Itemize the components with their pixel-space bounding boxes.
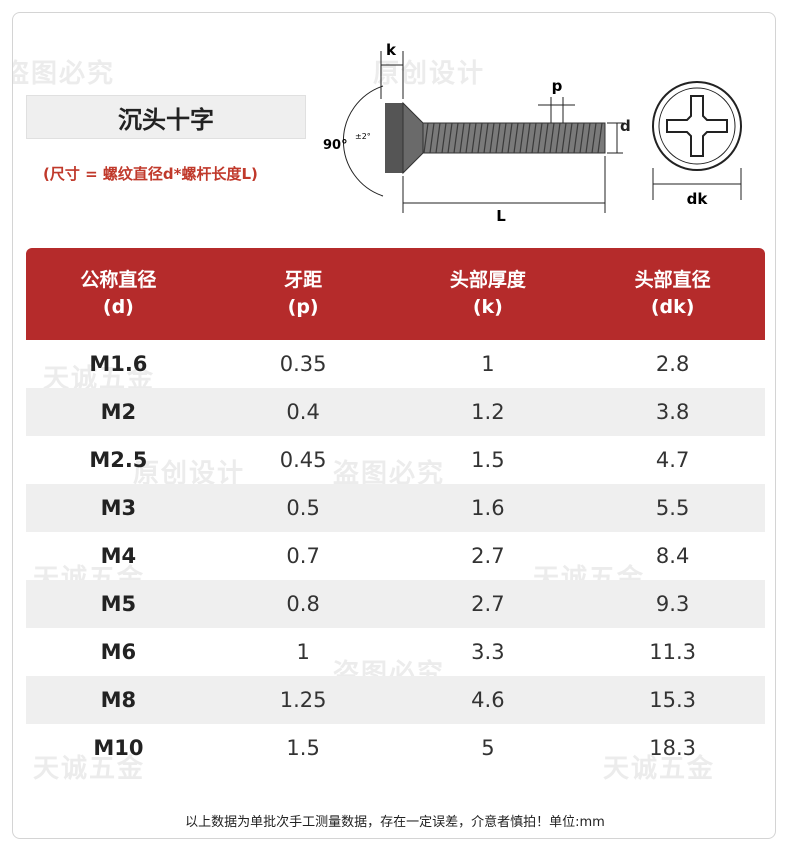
label-L: L (496, 207, 506, 225)
cell-pitch: 1.5 (286, 736, 320, 760)
cell-pitch: 0.45 (279, 448, 327, 472)
cell-head-thickness: 3.3 (471, 640, 505, 664)
cell-head-thickness: 1.6 (471, 496, 505, 520)
table-row: M10 1.5 5 18.3 (26, 724, 765, 772)
label-dk: dk (687, 190, 709, 208)
table-row: M6 1 3.3 11.3 (26, 628, 765, 676)
cell-head-diameter: 2.8 (655, 352, 690, 376)
cell-size: M5 (100, 592, 137, 616)
spec-card: 盗图必究 原创设计 原创设计 盗图必究 天诚五金 天诚五金 天诚五金 盗图必究 … (12, 12, 776, 839)
header-nominal-diameter: 公称直径 (d) (80, 269, 157, 318)
table-row: M1.6 0.35 1 2.8 (26, 340, 765, 388)
cell-size: M8 (100, 688, 137, 712)
cell-pitch: 1 (296, 640, 310, 664)
cell-head-diameter: 8.4 (655, 544, 690, 568)
watermark: 盗图必究 (12, 59, 116, 89)
cell-head-diameter: 15.3 (649, 688, 696, 712)
spec-table-body: M1.6 0.35 1 2.8 M2 0.4 1.2 3.8 M2.5 0.45… (26, 340, 765, 772)
angle-label: 90° (323, 138, 348, 153)
table-row: M2 0.4 1.2 3.8 (26, 388, 765, 436)
cell-pitch: 1.25 (279, 688, 327, 712)
table-row: M5 0.8 2.7 9.3 (26, 580, 765, 628)
cell-head-thickness: 5 (481, 736, 495, 760)
angle-tolerance: ±2° (355, 132, 371, 141)
cell-size: M4 (100, 544, 137, 568)
label-d: d (620, 117, 631, 135)
cell-head-thickness: 4.6 (471, 688, 505, 712)
spec-table-header: 公称直径 (d) 牙距 (p) 头部厚度 (k) 头部直径 (dk) (26, 248, 765, 340)
screw-side-diagram: k 90° ±2° p (323, 41, 623, 225)
header-head-thickness: 头部厚度 (k) (449, 269, 526, 318)
table-row: M2.5 0.45 1.5 4.7 (26, 436, 765, 484)
cell-head-diameter: 4.7 (655, 448, 690, 472)
cell-size: M1.6 (89, 352, 148, 376)
table-row: M4 0.7 2.7 8.4 (26, 532, 765, 580)
cell-head-thickness: 1.5 (471, 448, 505, 472)
cell-pitch: 0.8 (286, 592, 320, 616)
cell-head-diameter: 11.3 (649, 640, 696, 664)
cell-head-diameter: 9.3 (655, 592, 690, 616)
cell-size: M6 (100, 640, 137, 664)
cell-pitch: 0.7 (286, 544, 320, 568)
cell-head-thickness: 1 (481, 352, 495, 376)
size-note: (尺寸 = 螺纹直径d*螺杆长度L) (43, 165, 258, 183)
cell-size: M3 (100, 496, 137, 520)
cell-head-diameter: 3.8 (655, 400, 690, 424)
header-thread-pitch: 牙距 (p) (284, 269, 323, 318)
cell-size: M2 (100, 400, 137, 424)
cell-pitch: 0.4 (286, 400, 320, 424)
cell-head-thickness: 2.7 (471, 592, 505, 616)
product-title: 沉头十字 (26, 95, 306, 139)
cell-pitch: 0.35 (279, 352, 327, 376)
cell-size: M2.5 (89, 448, 148, 472)
cell-head-diameter: 5.5 (655, 496, 690, 520)
measurement-disclaimer: 以上数据为单批次手工测量数据，存在一定误差，介意者慎拍！单位:mm (185, 815, 605, 830)
screw-head-diagram: dk (652, 81, 742, 208)
cell-head-diameter: 18.3 (649, 736, 696, 760)
label-k: k (386, 41, 397, 59)
header-head-diameter: 头部直径 (dk) (634, 269, 711, 318)
cell-head-thickness: 1.2 (471, 400, 505, 424)
cell-pitch: 0.5 (286, 496, 320, 520)
label-p: p (552, 77, 563, 95)
cell-size: M10 (93, 736, 144, 760)
table-row: M3 0.5 1.6 5.5 (26, 484, 765, 532)
table-row: M8 1.25 4.6 15.3 (26, 676, 765, 724)
cell-head-thickness: 2.7 (471, 544, 505, 568)
